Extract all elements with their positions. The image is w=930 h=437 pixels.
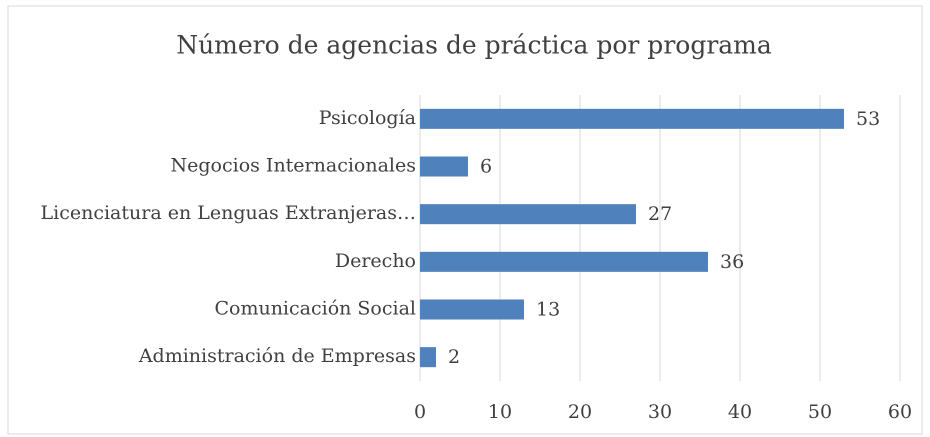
x-tick-label: 40 — [728, 401, 752, 423]
data-label: 13 — [536, 299, 560, 321]
x-tick-label: 0 — [414, 401, 426, 423]
chart-title: Número de agencias de práctica por progr… — [176, 31, 772, 60]
y-tick-label: Administración de Empresas — [138, 345, 416, 367]
y-tick-label: Derecho — [335, 250, 416, 272]
bar — [420, 347, 436, 368]
x-tick-label: 60 — [888, 401, 912, 423]
y-tick-label: Negocios Internacionales — [171, 155, 416, 177]
x-tick-label: 30 — [648, 401, 672, 423]
bar — [420, 299, 524, 320]
data-label: 27 — [648, 203, 672, 225]
data-label: 2 — [448, 346, 460, 368]
y-tick-label: Comunicación Social — [214, 298, 416, 320]
bar — [420, 108, 844, 129]
x-tick-label: 10 — [488, 401, 512, 423]
x-tick-label: 20 — [568, 401, 592, 423]
data-label: 6 — [480, 156, 492, 178]
data-label: 36 — [720, 251, 744, 273]
bar — [420, 204, 636, 225]
y-tick-label: Licenciatura en Lenguas Extranjeras… — [41, 202, 416, 224]
x-tick-label: 50 — [808, 401, 832, 423]
y-tick-label: Psicología — [319, 107, 416, 129]
bar — [420, 251, 708, 272]
data-label: 53 — [856, 108, 880, 130]
bar — [420, 156, 468, 177]
